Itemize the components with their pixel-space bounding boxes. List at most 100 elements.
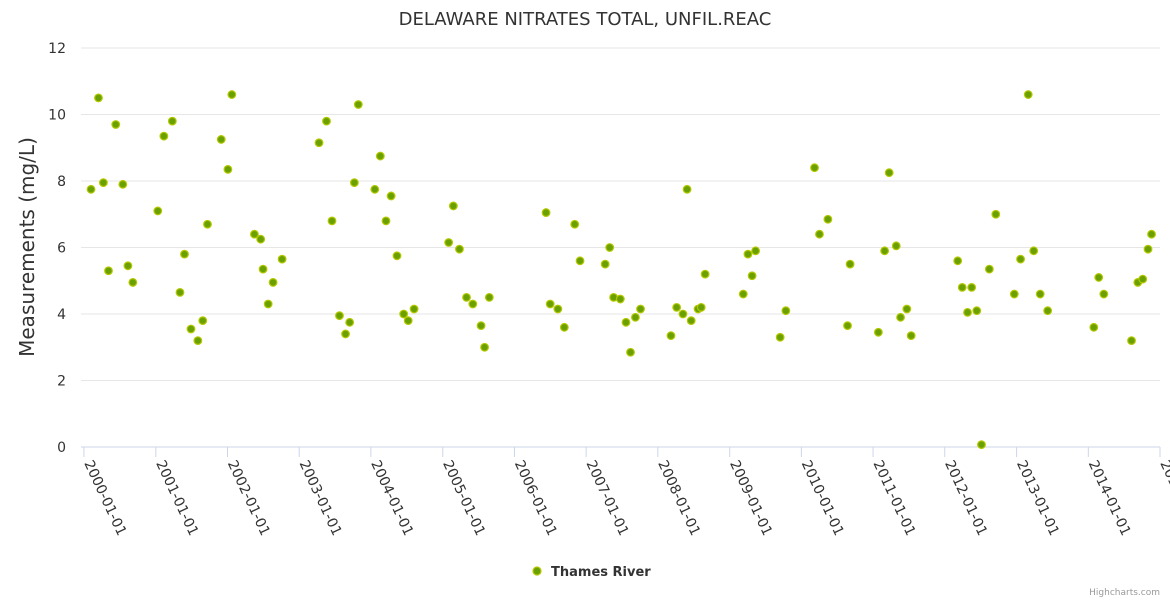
data-point[interactable] — [476, 321, 486, 331]
data-point[interactable] — [751, 246, 761, 256]
data-point[interactable] — [666, 331, 676, 341]
data-point[interactable] — [349, 178, 359, 188]
data-point[interactable] — [392, 251, 402, 261]
data-point[interactable] — [223, 164, 233, 174]
data-point[interactable] — [605, 243, 615, 252]
data-point[interactable] — [167, 116, 177, 126]
data-point[interactable] — [815, 229, 824, 239]
data-point[interactable] — [957, 283, 967, 292]
data-point[interactable] — [906, 331, 916, 341]
data-point[interactable] — [1138, 274, 1148, 284]
data-point[interactable] — [193, 336, 203, 346]
data-point[interactable] — [991, 209, 1001, 219]
data-point[interactable] — [810, 163, 819, 173]
data-point[interactable] — [403, 316, 413, 326]
data-point[interactable] — [1099, 289, 1109, 299]
data-point[interactable] — [1043, 306, 1053, 316]
data-point[interactable] — [1147, 229, 1156, 239]
data-point[interactable] — [621, 317, 631, 327]
data-point[interactable] — [335, 311, 344, 321]
data-point[interactable] — [781, 306, 791, 316]
data-point[interactable] — [484, 292, 494, 302]
data-point[interactable] — [468, 299, 478, 309]
data-point[interactable] — [738, 289, 748, 299]
data-point[interactable] — [686, 316, 696, 326]
data-point[interactable] — [409, 304, 419, 314]
legend-item[interactable]: Thames River — [532, 565, 651, 580]
data-point[interactable] — [175, 287, 185, 297]
data-point[interactable] — [256, 234, 266, 244]
data-point[interactable] — [314, 138, 324, 148]
data-point[interactable] — [600, 259, 610, 269]
data-point[interactable] — [843, 321, 852, 331]
data-point[interactable] — [86, 184, 96, 194]
data-point[interactable] — [399, 309, 409, 319]
data-point[interactable] — [250, 229, 259, 239]
data-point[interactable] — [159, 131, 169, 141]
data-point[interactable] — [386, 191, 396, 201]
data-point[interactable] — [327, 216, 337, 226]
data-point[interactable] — [216, 135, 226, 144]
data-point[interactable] — [345, 317, 355, 327]
data-point[interactable] — [700, 269, 710, 279]
data-point[interactable] — [1023, 90, 1033, 99]
legend-label[interactable]: Thames River — [551, 565, 651, 580]
data-point[interactable] — [128, 278, 138, 287]
data-point[interactable] — [553, 304, 563, 314]
data-point[interactable] — [104, 266, 113, 276]
data-point[interactable] — [559, 322, 569, 332]
data-point[interactable] — [845, 259, 855, 269]
data-point[interactable] — [341, 329, 350, 339]
data-point[interactable] — [891, 241, 901, 251]
data-point[interactable] — [1127, 336, 1136, 346]
data-point[interactable] — [277, 254, 287, 264]
data-point[interactable] — [186, 324, 196, 334]
data-point[interactable] — [462, 292, 471, 302]
data-point[interactable] — [227, 90, 237, 99]
data-point[interactable] — [880, 246, 890, 256]
data-point[interactable] — [615, 294, 625, 304]
data-point[interactable] — [775, 332, 785, 342]
data-point[interactable] — [1035, 289, 1045, 299]
data-point[interactable] — [823, 214, 833, 224]
data-point[interactable] — [696, 302, 706, 312]
data-point[interactable] — [545, 299, 555, 309]
data-point[interactable] — [263, 299, 273, 309]
data-point[interactable] — [1094, 273, 1104, 282]
data-point[interactable] — [370, 184, 380, 194]
data-point[interactable] — [322, 116, 331, 126]
data-point[interactable] — [1009, 289, 1019, 299]
data-point[interactable] — [902, 304, 912, 314]
data-point[interactable] — [1143, 244, 1153, 254]
data-point[interactable] — [1016, 254, 1025, 264]
data-point[interactable] — [626, 347, 635, 357]
data-point[interactable] — [984, 264, 994, 274]
data-point[interactable] — [678, 309, 688, 319]
data-point[interactable] — [972, 306, 982, 316]
data-point[interactable] — [444, 238, 454, 247]
data-point[interactable] — [682, 184, 692, 194]
data-point[interactable] — [123, 261, 133, 271]
data-point[interactable] — [98, 178, 108, 188]
data-point[interactable] — [743, 249, 753, 259]
data-point[interactable] — [1029, 246, 1039, 256]
data-point[interactable] — [884, 168, 894, 178]
data-point[interactable] — [953, 256, 963, 266]
data-point[interactable] — [896, 312, 905, 322]
data-point[interactable] — [455, 244, 464, 254]
data-point[interactable] — [258, 264, 268, 274]
data-point[interactable] — [977, 440, 986, 450]
data-point[interactable] — [541, 208, 551, 217]
data-point[interactable] — [967, 283, 977, 292]
data-point[interactable] — [375, 151, 385, 161]
data-point[interactable] — [575, 256, 585, 266]
data-point[interactable] — [448, 201, 458, 211]
data-point[interactable] — [180, 249, 189, 259]
data-point[interactable] — [118, 179, 128, 189]
data-point[interactable] — [747, 271, 757, 281]
data-point[interactable] — [381, 216, 391, 226]
data-point[interactable] — [353, 100, 363, 109]
data-point[interactable] — [94, 93, 103, 103]
data-point[interactable] — [111, 120, 121, 129]
data-point[interactable] — [873, 327, 883, 337]
